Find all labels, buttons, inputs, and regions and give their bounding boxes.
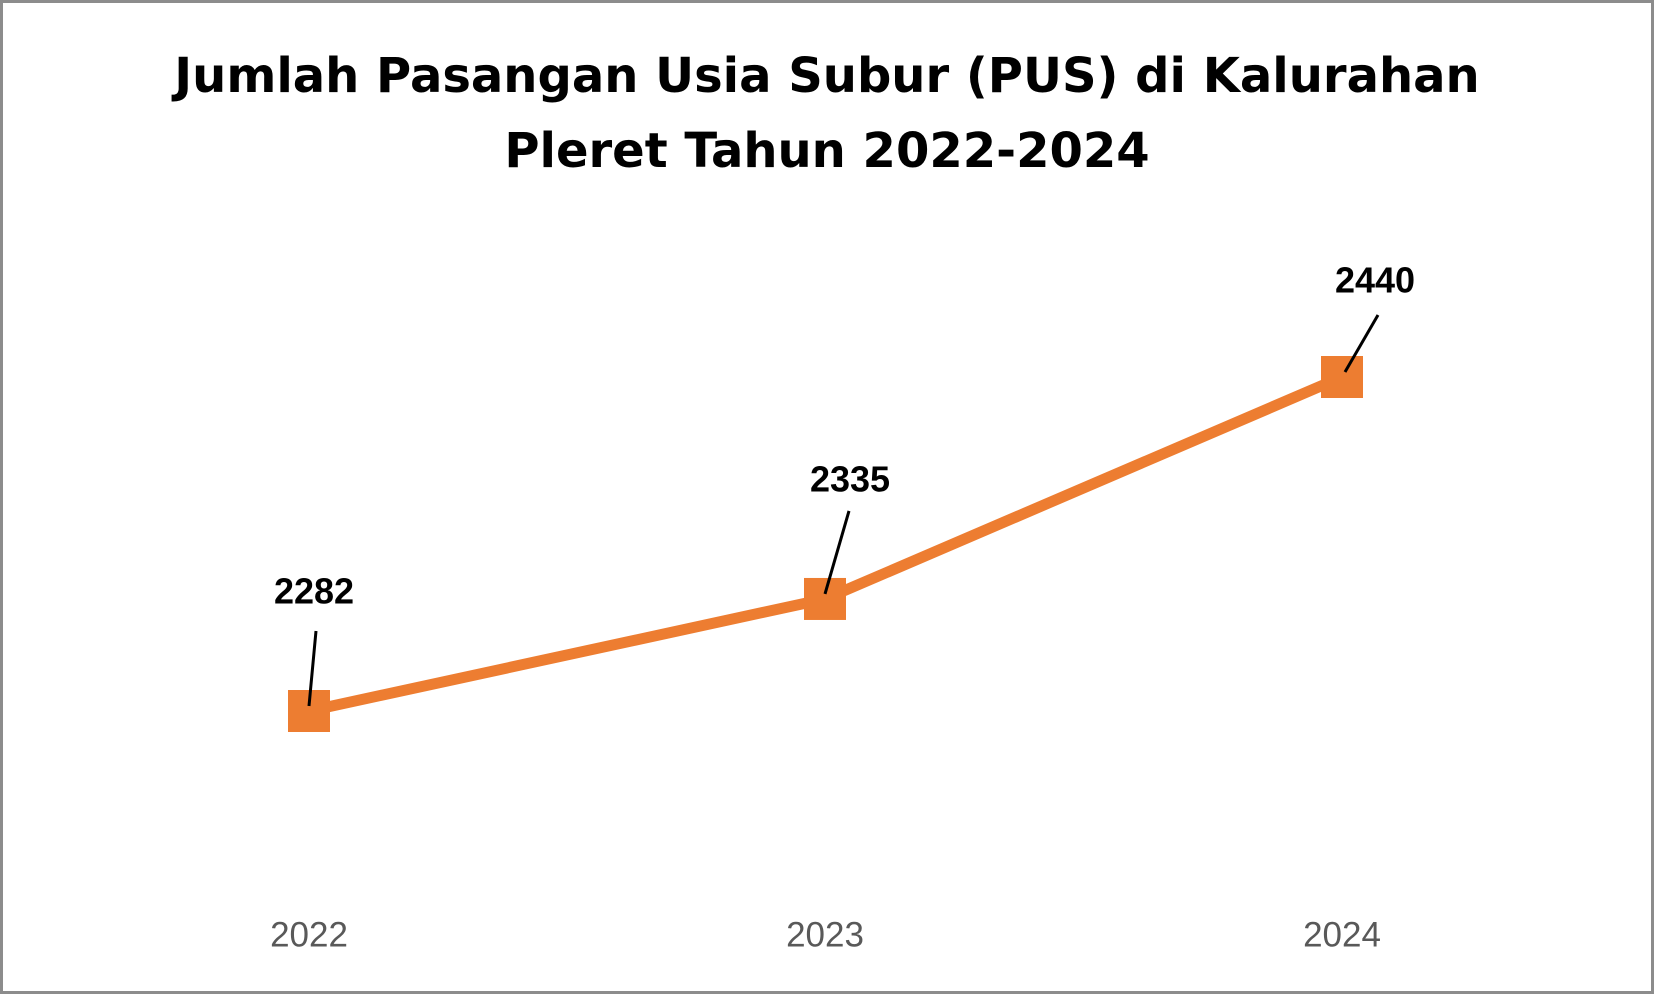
data-label: 2282 (274, 571, 354, 612)
data-label: 2440 (1335, 260, 1415, 301)
data-label: 2335 (810, 458, 890, 499)
chart-title: Jumlah Pasangan Usia Subur (PUS) di Kalu… (171, 48, 1479, 104)
marker (1321, 356, 1363, 398)
leader-line (307, 630, 318, 707)
x-tick-label: 2023 (786, 915, 864, 954)
chart-title: Pleret Tahun 2022-2024 (504, 123, 1149, 179)
marker (804, 577, 846, 620)
x-tick-label: 2022 (270, 915, 348, 954)
leader-line (823, 510, 851, 595)
leader-line (1343, 314, 1380, 373)
x-tick-label: 2024 (1303, 915, 1381, 954)
